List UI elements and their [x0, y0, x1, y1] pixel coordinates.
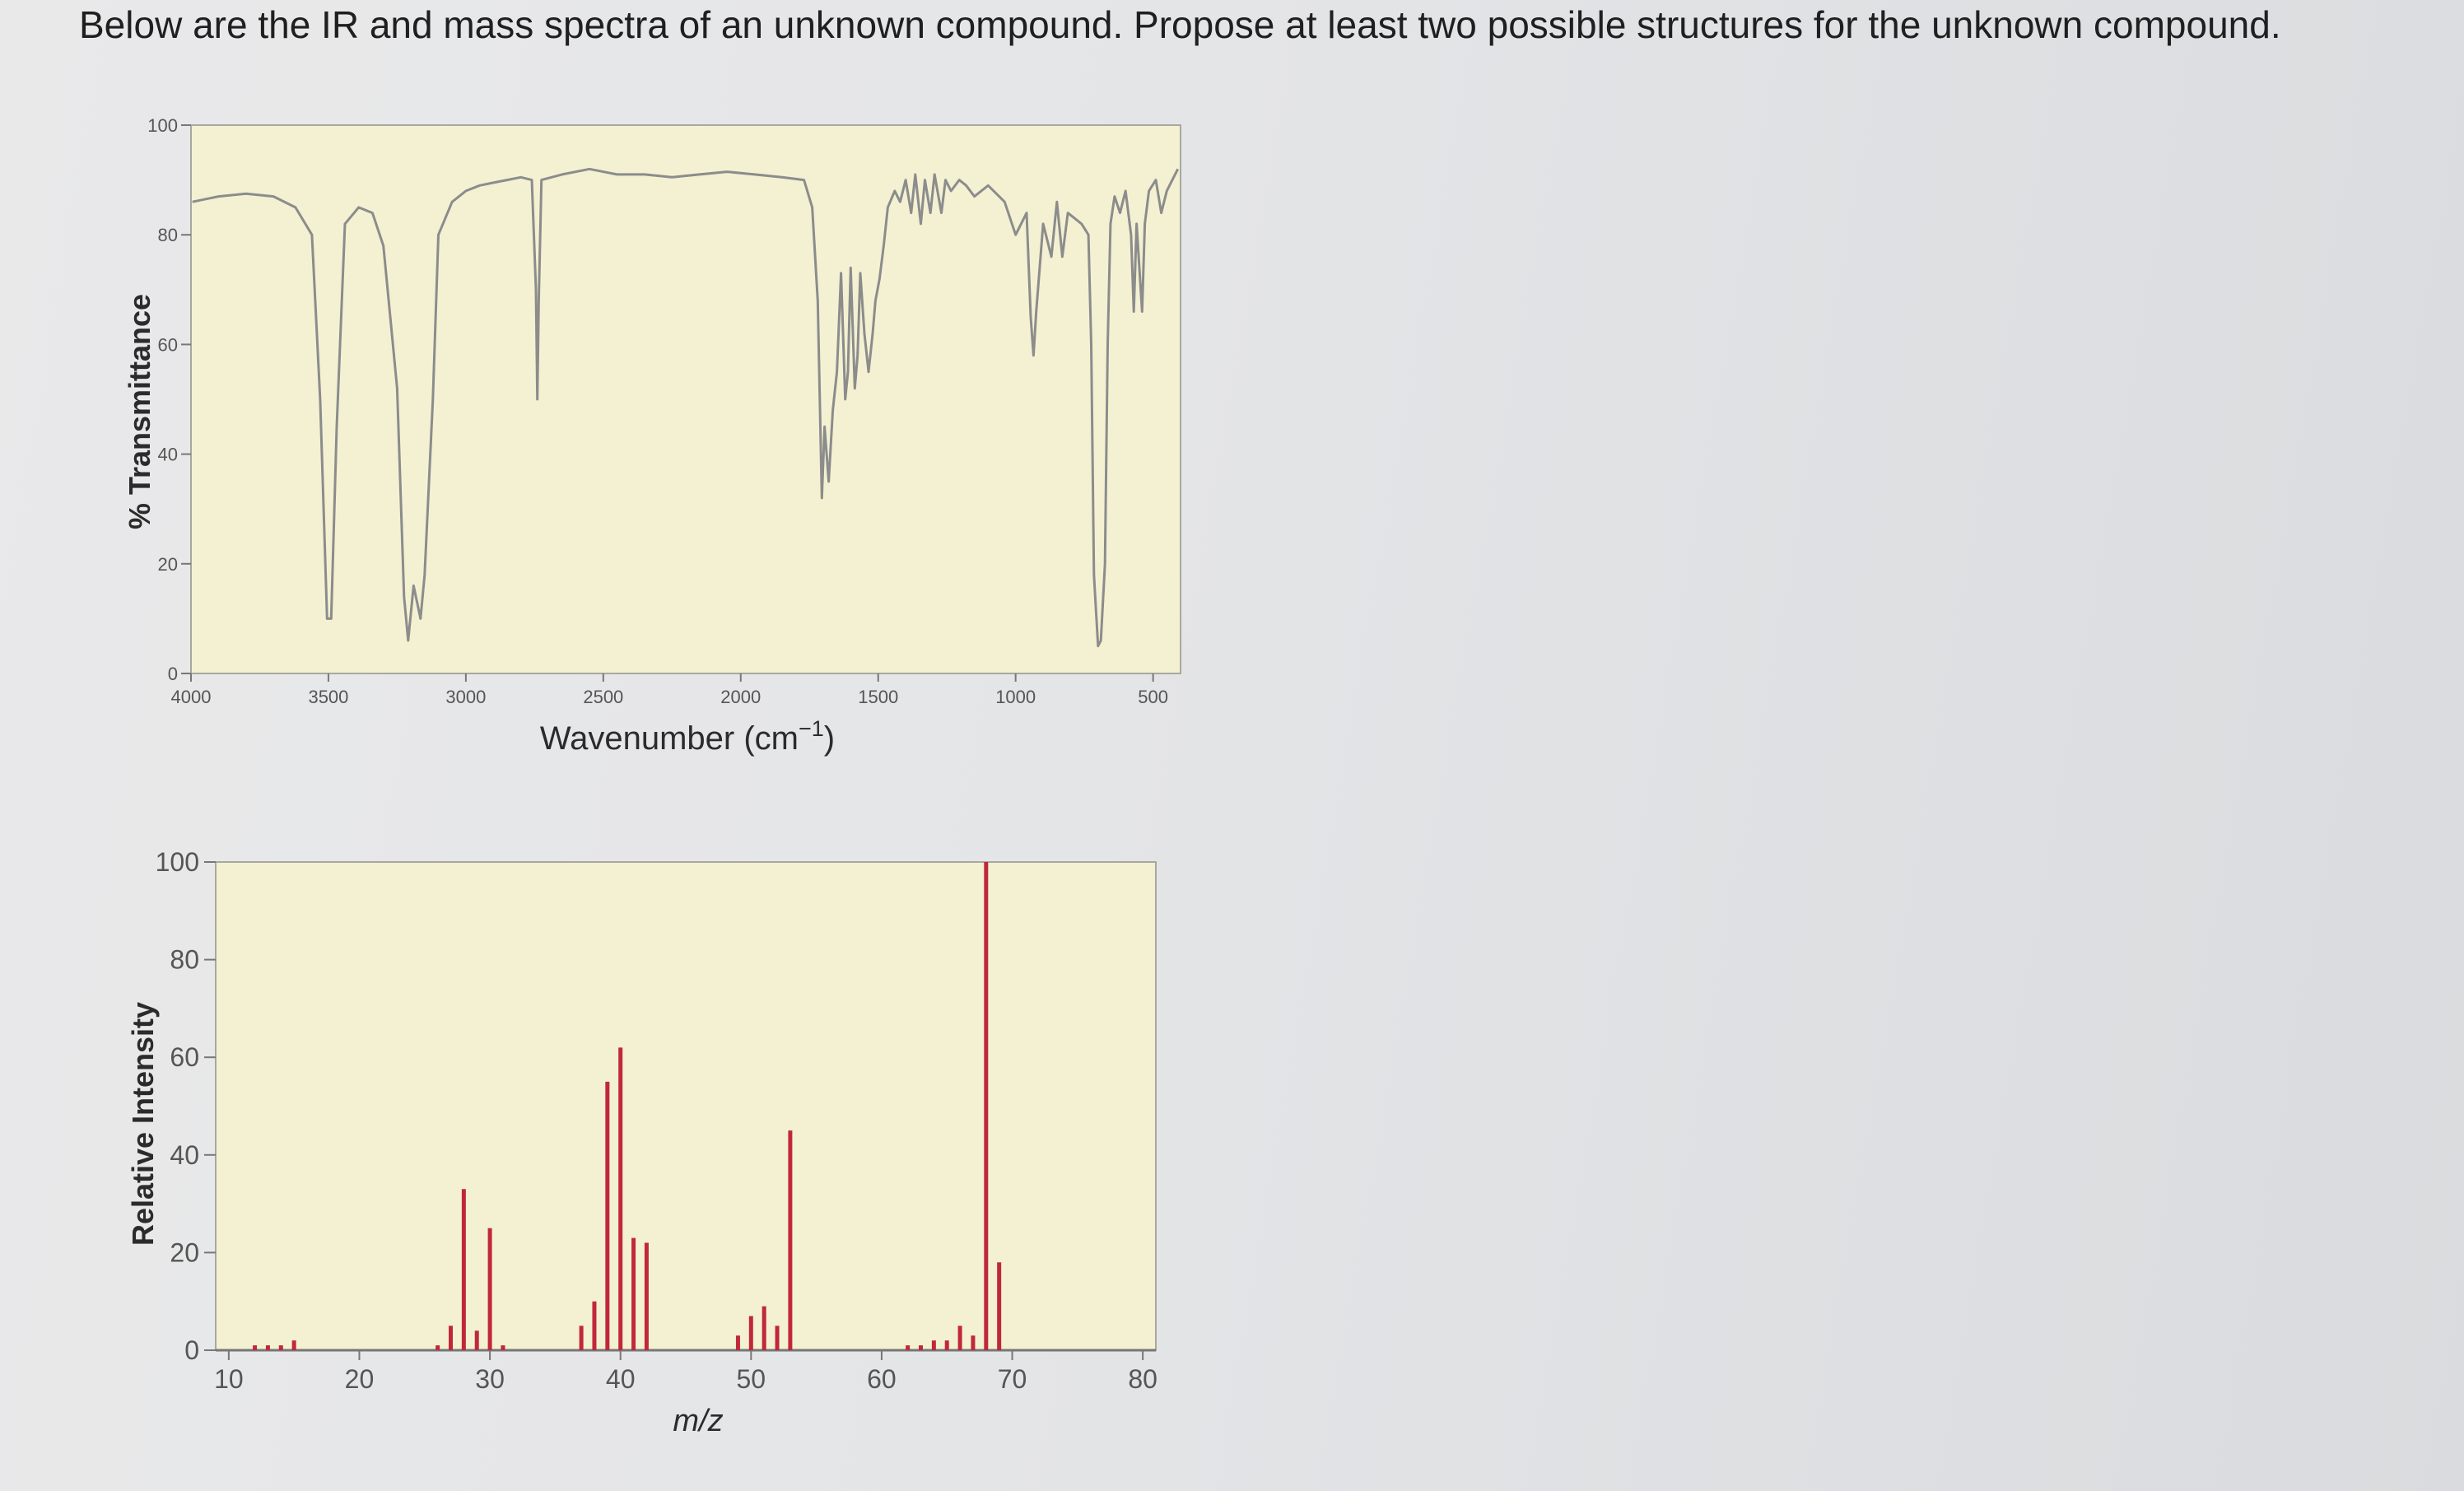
ir-x-axis-title-main: Wavenumber (cm	[540, 720, 799, 757]
ms-y-tick-label: 80	[170, 945, 199, 975]
ir-x-tick-label: 4000	[171, 687, 212, 707]
ms-x-tick-label: 20	[345, 1364, 375, 1394]
ir-x-axis-title-sup: −1	[799, 716, 824, 741]
ms-plot-area	[215, 861, 1157, 1352]
ir-x-tick-label: 1000	[995, 687, 1036, 707]
ms-x-tick-label: 10	[214, 1364, 244, 1394]
ms-plot-background	[215, 861, 1157, 1351]
ms-y-axis-title: Relative Intensity	[126, 1002, 160, 1246]
ms-x-tick-label: 70	[998, 1364, 1027, 1394]
ir-x-tick-label: 500	[1138, 687, 1168, 707]
ms-y-tick-label: 20	[170, 1237, 199, 1267]
ms-y-tick-label: 40	[170, 1140, 199, 1170]
question-text: Below are the IR and mass spectra of an …	[79, 3, 2281, 46]
ms-x-tick-label: 40	[606, 1364, 636, 1394]
ir-y-tick-label: 60	[158, 334, 178, 355]
ms-y-tick-label: 0	[184, 1335, 199, 1365]
ir-axis-ticks: 0 20 40 60 80 100 4000 3500 3000 2500 2000 1500 1000…	[147, 115, 1168, 707]
ms-x-tick-label: 80	[1128, 1364, 1157, 1394]
ir-plot-background	[190, 124, 1181, 674]
ir-y-tick-label: 0	[168, 664, 178, 684]
ms-x-axis-title: m/z	[673, 1404, 723, 1438]
ir-y-tick-label: 100	[147, 115, 178, 136]
ir-x-tick-label: 1500	[858, 687, 898, 707]
ir-y-axis-title: % Transmittance	[123, 294, 156, 529]
ir-plot-area	[190, 124, 1181, 674]
ir-y-tick-label: 40	[158, 445, 178, 465]
ir-trace-line	[192, 167, 1180, 648]
ms-x-tick-label: 60	[867, 1364, 897, 1394]
ir-x-axis-title-close: )	[824, 720, 835, 757]
ir-x-axis-title: Wavenumber (cm−1)	[540, 716, 835, 757]
ir-x-tick-label: 3000	[445, 687, 486, 707]
ms-x-tick-label: 30	[475, 1364, 505, 1394]
ir-x-tick-label: 3500	[308, 687, 348, 707]
ir-y-tick-label: 80	[158, 225, 178, 245]
ms-y-tick-label: 60	[170, 1042, 199, 1072]
ir-y-tick-label: 20	[158, 554, 178, 575]
ms-axis-ticks: 0 20 40 60 80 100 10 20 30 40 50 60 70 80	[156, 847, 1157, 1394]
ms-x-tick-label: 50	[737, 1364, 766, 1394]
ms-y-tick-label: 100	[156, 847, 199, 877]
ir-x-tick-label: 2500	[583, 687, 623, 707]
ir-x-tick-label: 2000	[720, 687, 761, 707]
